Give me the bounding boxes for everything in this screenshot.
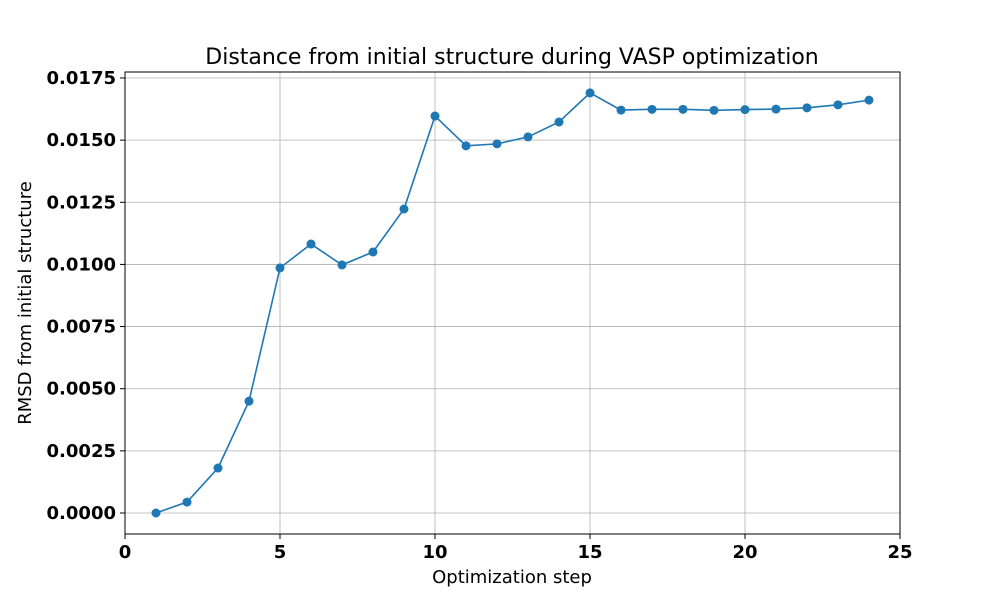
y-tick-label: 0.0100 [47, 254, 116, 275]
data-point [306, 239, 316, 249]
data-point [368, 247, 378, 257]
y-axis-label: RMSD from initial structure [15, 181, 36, 425]
x-tick-label: 20 [732, 542, 757, 563]
y-tick-label: 0.0050 [47, 379, 116, 400]
data-point [430, 111, 440, 121]
data-point [523, 132, 533, 142]
x-tick-label: 10 [422, 542, 447, 563]
series-line [155, 91, 870, 514]
data-point [275, 263, 285, 273]
y-tick-label: 0.0125 [47, 192, 116, 213]
x-tick-label: 15 [577, 542, 602, 563]
data-point [585, 88, 595, 98]
x-tick-label: 25 [887, 542, 912, 563]
data-point [771, 104, 781, 114]
data-point [492, 139, 502, 149]
data-point [833, 100, 843, 110]
x-tick-label: 0 [119, 542, 132, 563]
y-tick-label: 0.0000 [47, 503, 116, 524]
y-tick-label: 0.0075 [47, 317, 116, 338]
data-point [182, 497, 192, 507]
x-tick-label: 5 [274, 542, 287, 563]
y-tick-label: 0.0150 [47, 130, 116, 151]
ticks: 0 5 10 15 20 25 0.0000 0.0025 0.0050 0.0075 0.0100… [47, 68, 913, 563]
data-point [399, 204, 409, 214]
x-axis-label: Optimization step [432, 567, 592, 588]
grid [124, 72, 901, 534]
data-point [244, 396, 254, 406]
data-point [151, 508, 161, 518]
plot-frame [124, 71, 901, 535]
data-point [709, 105, 719, 115]
y-tick-label: 0.0025 [47, 441, 116, 462]
data-point [213, 463, 223, 473]
y-tick-label: 0.0175 [47, 68, 116, 89]
data-point [554, 117, 564, 127]
chart-title: Distance from initial structure during V… [205, 45, 818, 70]
data-point [461, 141, 471, 151]
series [151, 88, 874, 518]
data-point [864, 95, 874, 105]
data-point [337, 260, 347, 270]
data-point [740, 105, 750, 115]
data-point [647, 104, 657, 114]
data-point [802, 103, 812, 113]
data-point [678, 104, 688, 114]
data-point [616, 105, 626, 115]
